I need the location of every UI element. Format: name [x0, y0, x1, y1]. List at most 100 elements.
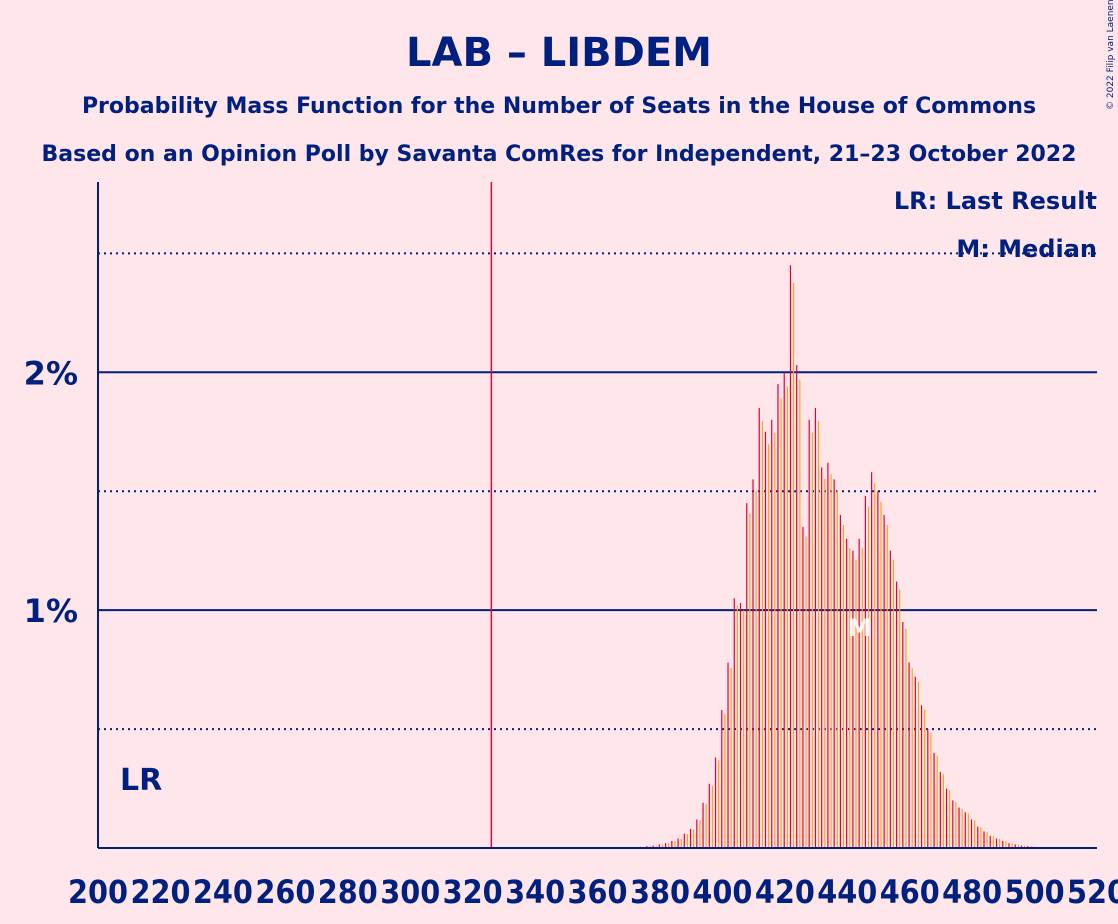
bar-lab — [833, 479, 835, 848]
bar-libdem — [830, 474, 832, 848]
reference-markers: LR M — [120, 182, 872, 848]
x-tick-label: 420 — [755, 873, 815, 911]
bar-lab — [1008, 843, 1010, 848]
bar-lab — [702, 802, 704, 848]
bar-lab — [927, 729, 929, 848]
chart-subtitle-1: Probability Mass Function for the Number… — [82, 94, 1036, 119]
x-tick-label: 240 — [193, 873, 253, 911]
bar-libdem — [811, 432, 813, 848]
bar-lab — [677, 838, 679, 848]
bar-libdem — [917, 681, 920, 848]
bar-libdem — [655, 845, 657, 848]
bar-libdem — [874, 483, 876, 848]
bar-libdem — [824, 478, 826, 848]
bar-lab — [933, 752, 935, 848]
bar-libdem — [786, 386, 788, 848]
bar-libdem — [743, 610, 745, 848]
x-tick-label: 200 — [68, 873, 128, 911]
bar-libdem — [699, 820, 701, 848]
bar-libdem — [924, 709, 926, 848]
bar-libdem — [955, 801, 957, 848]
bar-libdem — [680, 838, 682, 848]
bar-libdem — [736, 605, 738, 848]
bar-lab — [883, 515, 885, 848]
bar-libdem — [761, 421, 763, 848]
grid-lines — [98, 252, 1097, 731]
bar-libdem — [974, 820, 976, 848]
bar-libdem — [805, 536, 807, 848]
bar-lab — [852, 550, 854, 848]
bar-libdem — [768, 444, 770, 848]
x-tick-label: 440 — [817, 873, 877, 911]
bar-lab — [733, 598, 735, 848]
bar-libdem — [936, 755, 938, 848]
bar-libdem — [686, 834, 689, 848]
bar-libdem — [861, 548, 863, 848]
bar-lab — [864, 495, 866, 848]
bar-lab — [721, 710, 723, 848]
x-tick-label: 520 — [1067, 873, 1118, 911]
bar-lab — [696, 819, 698, 848]
x-tick-label: 380 — [630, 873, 690, 911]
bar-libdem — [792, 282, 795, 848]
bar-libdem — [774, 432, 776, 848]
x-tick-label: 400 — [692, 873, 752, 911]
bar-lab — [983, 831, 985, 848]
bar-libdem — [1005, 841, 1007, 848]
x-tick-label: 360 — [568, 873, 628, 911]
x-tick-label: 320 — [443, 873, 503, 911]
bar-lab — [958, 807, 960, 848]
bar-libdem — [849, 548, 851, 848]
bar-lab — [939, 771, 941, 848]
bar-libdem — [880, 501, 882, 848]
bar-libdem — [799, 379, 801, 848]
bar-libdem — [693, 829, 695, 848]
x-tick-label: 280 — [318, 873, 378, 911]
bar-lab — [752, 479, 754, 848]
legend-last-result: LR: Last Result — [894, 187, 1097, 215]
bar-lab — [746, 503, 748, 848]
chart-subtitle-2: Based on an Opinion Poll by Savanta ComR… — [42, 142, 1077, 167]
bar-libdem — [949, 790, 951, 848]
bar-lab — [671, 840, 673, 848]
bar-lab — [808, 419, 810, 848]
bar-lab — [796, 365, 798, 848]
bar-libdem — [942, 774, 945, 848]
bar-lab — [977, 826, 979, 848]
bar-libdem — [1011, 843, 1013, 848]
bar-libdem — [755, 490, 757, 848]
bar-lab — [1002, 840, 1004, 848]
bar-lab — [902, 622, 904, 848]
bar-lab — [896, 581, 898, 848]
x-tick-label: 260 — [255, 873, 315, 911]
bar-series — [640, 265, 1088, 848]
copyright-notice: © 2022 Filip van Laenen — [1106, 0, 1116, 110]
bar-lab — [789, 265, 792, 848]
bar-libdem — [711, 785, 714, 848]
bar-lab — [858, 538, 860, 848]
bar-lab — [952, 800, 954, 848]
x-tick-label: 460 — [880, 873, 940, 911]
bar-lab — [846, 538, 848, 848]
x-tick-label: 340 — [505, 873, 565, 911]
chart-title: LAB – LIBDEM — [406, 30, 712, 76]
bar-libdem — [892, 559, 895, 848]
bar-libdem — [749, 513, 751, 848]
bar-libdem — [674, 841, 676, 848]
bar-libdem — [886, 524, 888, 848]
legend-median: M: Median — [956, 235, 1097, 263]
bar-libdem — [867, 506, 870, 848]
bar-lab — [889, 550, 891, 848]
bar-libdem — [930, 732, 932, 848]
bar-libdem — [905, 628, 907, 848]
bar-libdem — [842, 524, 845, 848]
x-tick-label: 500 — [1005, 873, 1065, 911]
bar-lab — [871, 472, 873, 848]
bar-lab — [777, 384, 779, 848]
bar-lab — [1014, 844, 1016, 848]
bar-libdem — [661, 844, 664, 848]
axes — [97, 182, 1097, 849]
bar-lab — [995, 838, 998, 848]
